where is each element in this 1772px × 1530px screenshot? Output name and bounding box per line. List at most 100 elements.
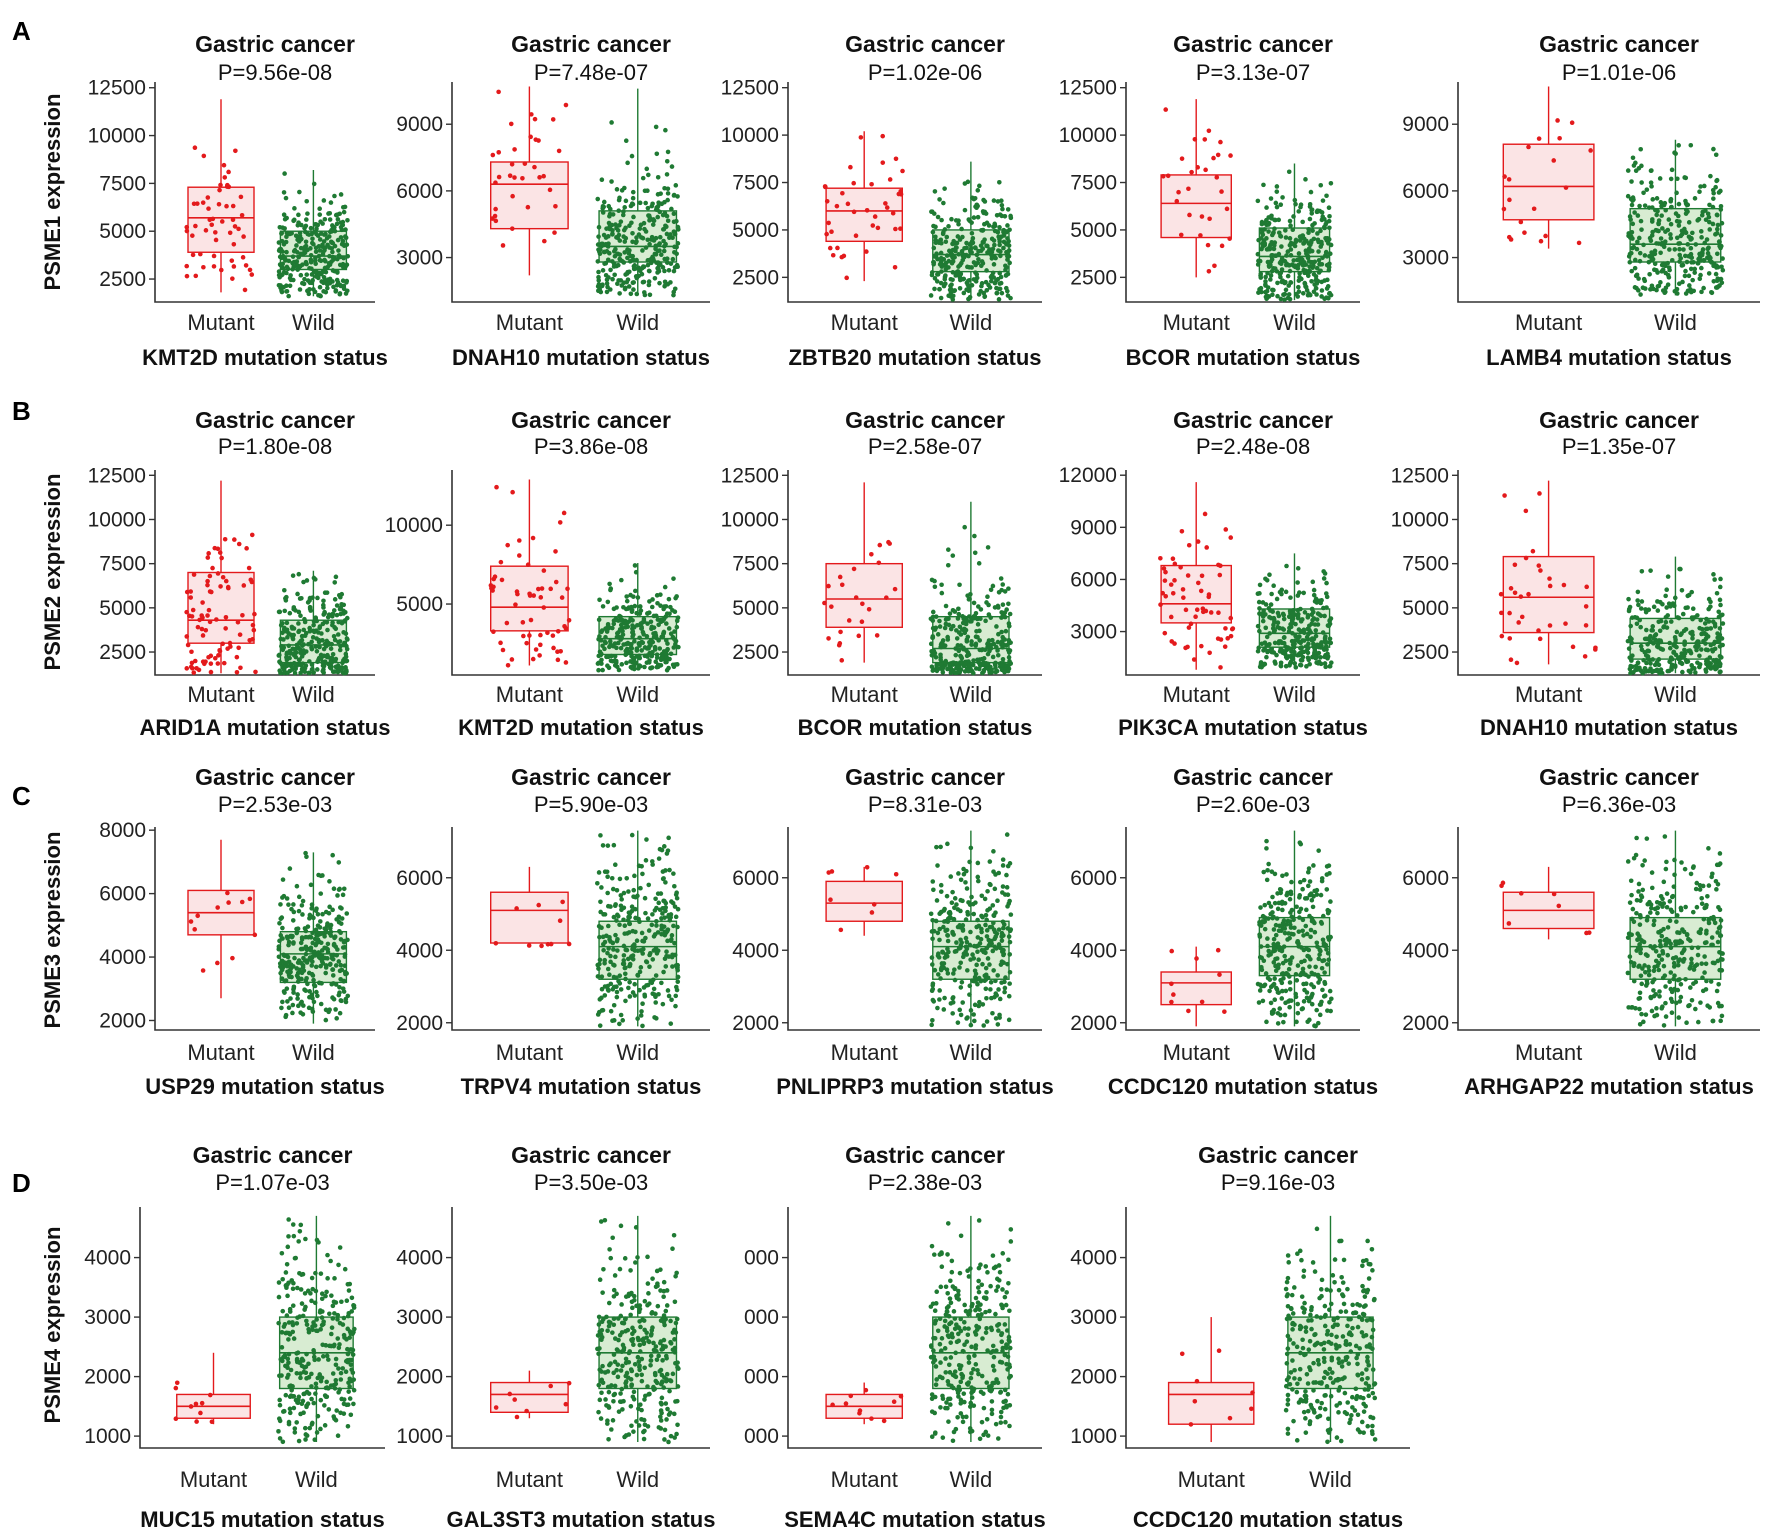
data-point [294, 930, 300, 936]
x-category-label: Mutant [831, 682, 898, 707]
data-point [634, 622, 640, 628]
data-points [1625, 142, 1726, 297]
data-point [345, 937, 350, 943]
x-category-label: Wild [616, 310, 659, 335]
data-point [987, 906, 993, 911]
data-point [937, 624, 943, 629]
data-point [977, 628, 982, 634]
data-point [1282, 291, 1288, 297]
data-point [626, 649, 632, 655]
data-point [938, 657, 943, 663]
data-point [641, 985, 647, 990]
data-point [1661, 624, 1666, 630]
data-point [512, 175, 517, 180]
data-point [930, 936, 935, 942]
data-point [1659, 240, 1665, 246]
data-point [311, 915, 316, 921]
data-point [339, 601, 344, 607]
data-point [634, 647, 640, 653]
data-point [195, 624, 201, 630]
data-point [227, 230, 233, 236]
data-point [945, 634, 950, 640]
data-point [963, 949, 968, 954]
data-point [308, 225, 314, 231]
data-point [988, 587, 994, 593]
data-point [1707, 202, 1712, 208]
data-point [311, 982, 317, 988]
data-point [1697, 653, 1702, 659]
data-point [1658, 639, 1664, 645]
data-point [1682, 253, 1688, 259]
data-point [277, 920, 282, 926]
data-point [299, 903, 305, 908]
data-point [625, 640, 631, 646]
data-point [999, 629, 1004, 635]
data-point [937, 286, 942, 292]
data-point [1713, 659, 1718, 665]
data-point [1006, 1017, 1012, 1023]
data-point [596, 269, 601, 275]
data-point [622, 250, 627, 255]
data-point [565, 586, 570, 592]
data-point [1000, 634, 1006, 640]
data-point [1703, 669, 1709, 674]
data-point [1283, 663, 1289, 669]
data-point [980, 1002, 986, 1007]
data-point [993, 991, 999, 996]
data-point [963, 661, 969, 667]
data-point [976, 1003, 982, 1009]
data-point [1297, 651, 1302, 656]
y-tick-label: 5000 [732, 219, 779, 242]
data-point [941, 1007, 947, 1012]
data-point [304, 217, 309, 222]
data-point [642, 895, 648, 901]
data-point [299, 236, 304, 242]
data-point [184, 263, 190, 269]
data-point [639, 863, 644, 869]
data-point [1649, 205, 1655, 210]
data-point [1514, 660, 1520, 666]
data-point [965, 968, 970, 973]
data-point [1313, 628, 1319, 633]
data-point [537, 175, 542, 180]
data-point [1499, 633, 1505, 639]
data-point [636, 916, 641, 922]
data-point [661, 898, 666, 904]
data-point [280, 249, 285, 254]
data-point [1297, 895, 1302, 900]
data-point [1641, 657, 1646, 663]
data-point [1005, 293, 1011, 298]
data-point [653, 252, 659, 257]
data-point [971, 600, 977, 606]
data-point [660, 212, 666, 218]
data-point [307, 989, 312, 994]
data-point [951, 238, 957, 244]
data-point [323, 289, 329, 295]
data-point [1644, 187, 1650, 192]
data-point [1300, 290, 1306, 296]
data-point [944, 893, 950, 899]
data-point [637, 635, 642, 641]
data-point [525, 562, 531, 567]
data-point [985, 594, 990, 600]
data-point [597, 597, 602, 603]
data-point [609, 875, 615, 881]
data-point [950, 889, 955, 895]
data-point [1705, 647, 1711, 653]
data-point [991, 913, 997, 919]
data-point [1323, 664, 1328, 670]
data-point [1290, 630, 1295, 636]
data-point [293, 608, 298, 613]
data-point [1269, 591, 1274, 597]
data-point [238, 665, 243, 671]
data-point [286, 258, 292, 264]
data-point [1673, 151, 1678, 156]
data-point [1692, 666, 1697, 671]
data-point [989, 924, 995, 930]
data-point [335, 212, 340, 218]
data-point [335, 280, 341, 285]
data-point [291, 909, 297, 915]
data-point [837, 574, 843, 580]
data-point [997, 242, 1002, 248]
data-point [884, 595, 889, 600]
